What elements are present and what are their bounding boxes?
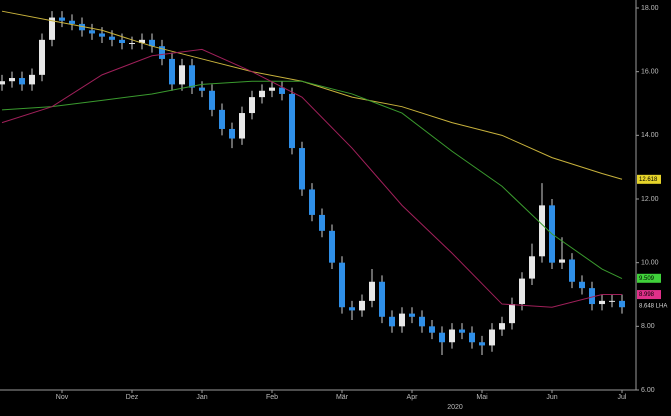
x-tick-label: Feb	[266, 394, 278, 401]
candle-body	[309, 189, 315, 215]
candle-body	[89, 30, 95, 34]
candle-body	[569, 259, 575, 282]
price-tag-label: 8.998	[639, 292, 655, 298]
candle-body	[319, 214, 325, 231]
candle-body	[489, 329, 495, 346]
x-tick-label: Nov	[56, 394, 69, 401]
x-tick-label: Mai	[476, 394, 488, 401]
moving-average-line	[1, 10, 623, 180]
candle-body	[29, 74, 35, 85]
candle-body	[469, 332, 475, 343]
y-tick-label: 12.00	[641, 196, 659, 203]
price-tag-label: 12.618	[639, 177, 658, 183]
candle-body	[429, 326, 435, 333]
candle-body	[329, 230, 335, 263]
candle-body	[109, 36, 115, 40]
price-tag	[637, 174, 661, 184]
candle-body	[269, 87, 275, 91]
x-tick-label: Dez	[126, 394, 139, 401]
candle-body	[209, 90, 215, 110]
candle-body	[279, 87, 285, 94]
candle-body	[409, 313, 415, 317]
candle-body	[239, 113, 245, 139]
candle-body	[119, 39, 125, 44]
candle-body	[519, 278, 525, 305]
candle-body	[539, 205, 545, 257]
candle-body	[39, 39, 45, 75]
candle-body	[579, 281, 585, 289]
x-tick-label: Jun	[546, 394, 557, 401]
x-tick-label: Jan	[196, 394, 207, 401]
x-tick-label: Jul	[618, 394, 627, 401]
y-tick-label: 14.00	[641, 132, 659, 139]
y-tick-label: 10.00	[641, 260, 659, 267]
candle-body	[369, 281, 375, 301]
candle-body	[49, 17, 55, 40]
price-tag	[637, 273, 661, 283]
candle-body	[69, 20, 75, 24]
candle-body	[179, 65, 185, 85]
price-tag-label: 9.509	[639, 276, 655, 282]
y-tick-label: 16.00	[641, 69, 659, 76]
candle-body	[99, 33, 105, 37]
candle-body	[389, 316, 395, 327]
candle-body	[59, 17, 65, 21]
candle-body	[299, 148, 305, 190]
candle-body	[359, 300, 365, 311]
candle-body	[79, 23, 85, 31]
price-tag-label: 8.648 LHA	[639, 303, 667, 309]
candle-body	[219, 109, 225, 129]
candle-body	[509, 304, 515, 324]
candle-body	[619, 300, 625, 308]
candle-body	[189, 65, 195, 88]
price-tag	[637, 290, 661, 300]
candle-body	[559, 259, 565, 263]
candle-body	[0, 81, 5, 85]
y-tick-label: 8.00	[641, 323, 655, 330]
candle-body	[529, 256, 535, 279]
y-tick-label: 6.00	[641, 387, 655, 394]
x-tick-label: Mär	[336, 394, 349, 401]
candle-body	[589, 288, 595, 305]
candle-body	[379, 281, 385, 317]
candle-body	[439, 332, 445, 343]
moving-average-line	[1, 48, 622, 308]
candle-body	[199, 87, 205, 91]
x-group-label: 2020	[447, 404, 463, 411]
candle-body	[159, 46, 165, 59]
candle-body	[419, 316, 425, 327]
candle-body	[139, 39, 145, 44]
candle-body	[129, 43, 135, 45]
candle-body	[599, 300, 605, 305]
candle-body	[339, 262, 345, 308]
candle-body	[9, 78, 15, 82]
candle-body	[499, 323, 505, 330]
candle-body	[149, 39, 155, 47]
y-tick-label: 18.00	[641, 5, 659, 12]
candle-body	[609, 300, 615, 302]
candle-body	[449, 329, 455, 343]
moving-average-line	[1, 80, 623, 280]
candle-body	[399, 313, 405, 327]
candle-body	[459, 329, 465, 333]
candle-body	[249, 97, 255, 114]
candle-body	[479, 342, 485, 346]
x-tick-label: Apr	[407, 394, 419, 401]
candle-body	[349, 307, 355, 311]
candle-body	[259, 90, 265, 98]
candle-body	[229, 128, 235, 139]
candle-body	[19, 78, 25, 85]
candle-body	[169, 58, 175, 85]
candle-body	[289, 93, 295, 149]
